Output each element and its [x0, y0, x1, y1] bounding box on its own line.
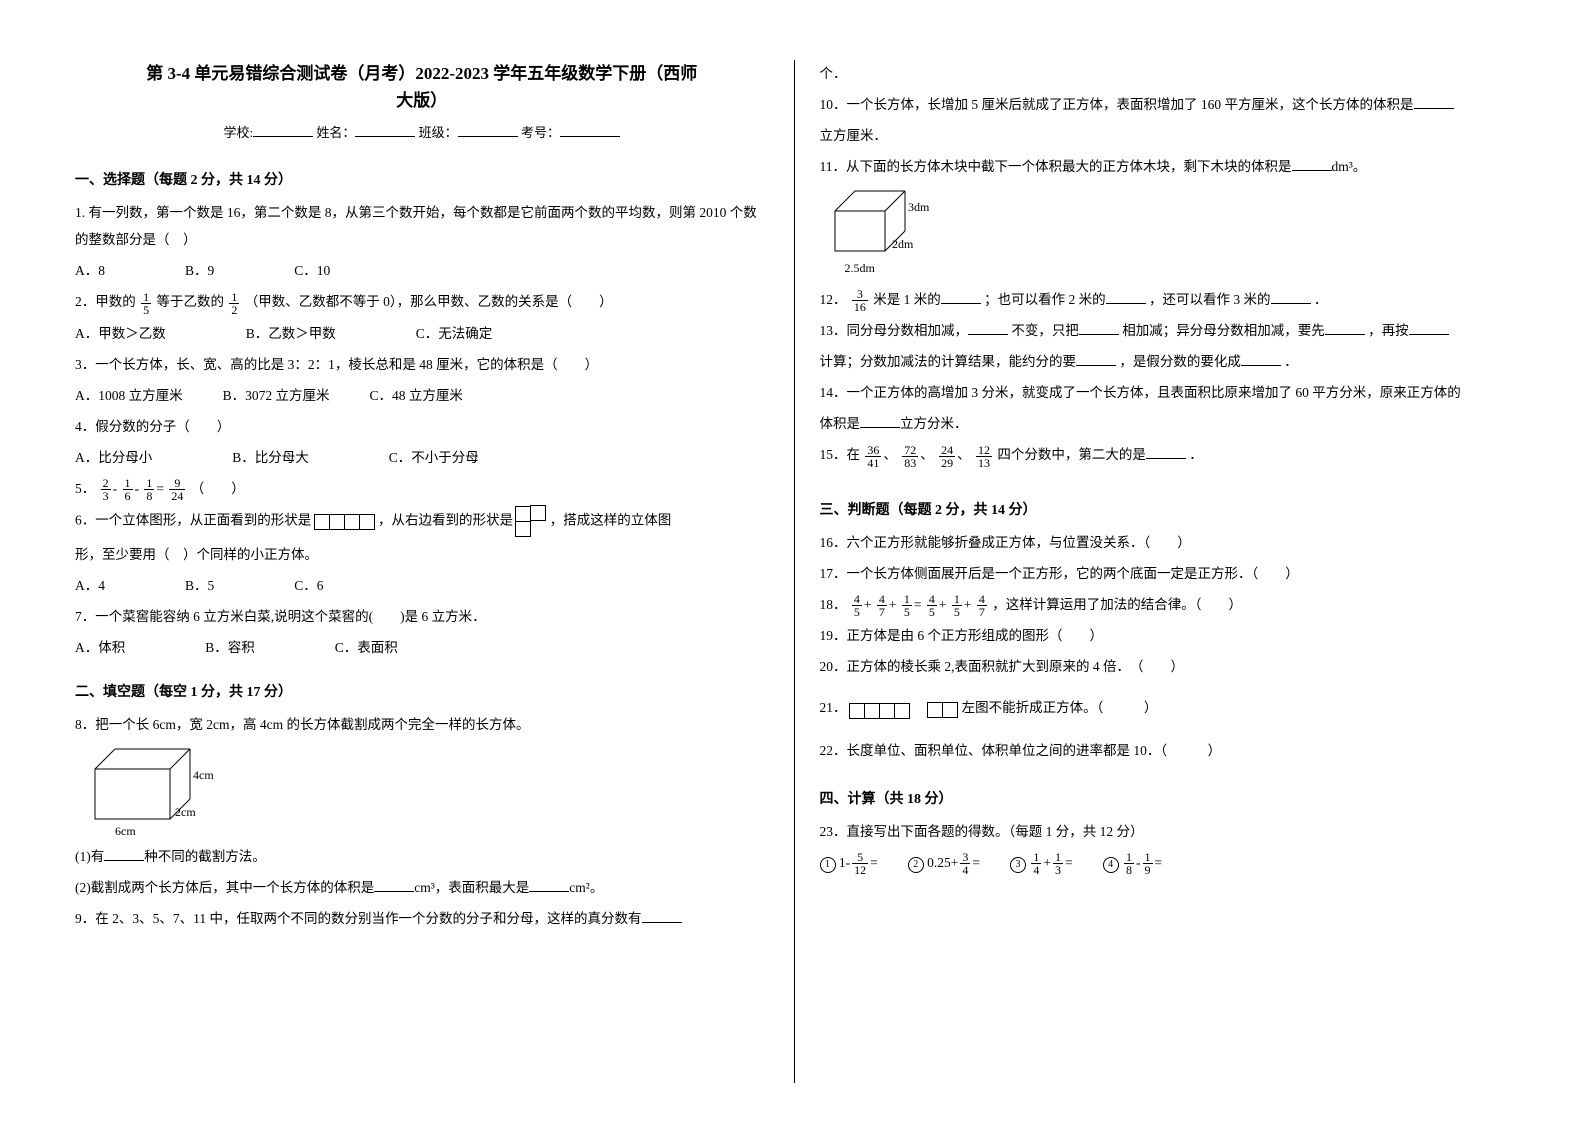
q18: 18． 45+ 47+ 15= 45+ 15+ 47 ，这样计算运用了加法的结合…: [820, 591, 1514, 618]
q22: 22．长度单位、面积单位、体积单位之间的进率都是 10．（ ）: [820, 737, 1514, 764]
q16: 16．六个正方形就能够折叠成正方体，与位置没关系．（ ）: [820, 529, 1514, 556]
q4-options: A．比分母小 B．比分母大 C．不小于分母: [75, 444, 769, 471]
svg-text:3dm: 3dm: [908, 200, 930, 214]
q7-options: A．体积 B．容积 C．表面积: [75, 634, 769, 661]
q23: 23．直接写出下面各题的得数。（每题 1 分，共 12 分）: [820, 818, 1514, 845]
q4: 4．假分数的分子（ ）: [75, 413, 769, 440]
q3-options: A．1008 立方厘米 B．3072 立方厘米 C．48 立方厘米: [75, 382, 769, 409]
q21: 21． 左图不能折成正方体。（ ）: [820, 694, 1514, 722]
q9: 9．在 2、3、5、7、11 中，任取两个不同的数分别当作一个分数的分子和分母，…: [75, 905, 769, 932]
q8-2: (2)截割成两个长方体后，其中一个长方体的体积是cm³，表面积最大是cm²。: [75, 874, 769, 901]
q1: 1. 有一列数，第一个数是 16，第二个数是 8，从第三个数开始，每个数都是它前…: [75, 199, 769, 253]
q9r: 个．: [820, 60, 1514, 87]
q5: 5． 23- 16- 18= 924 （ ）: [75, 475, 769, 502]
page-title: 第 3-4 单元易错综合测试卷（月考）2022-2023 学年五年级数学下册（西…: [75, 60, 769, 114]
q2-options: A．甲数＞乙数 B．乙数＞甲数 C．无法确定: [75, 320, 769, 347]
q1-options: A．8 B．9 C．10: [75, 257, 769, 284]
q3: 3．一个长方体，长、宽、高的比是 3：2：1，棱长总和是 48 厘米，它的体积是…: [75, 351, 769, 378]
q8: 8．把一个长 6cm，宽 2cm，高 4cm 的长方体截割成两个完全一样的长方体…: [75, 711, 769, 738]
q17: 17．一个长方体侧面展开后是一个正方形，它的两个底面一定是正方形．（ ）: [820, 560, 1514, 587]
section-2-header: 二、填空题（每空 1 分，共 17 分）: [75, 681, 769, 701]
label-4cm: 4cm: [193, 768, 214, 782]
q6: 6．一个立体图形，从正面看到的形状是 ，从右边看到的形状是 ，搭成这样的立体图: [75, 506, 769, 537]
q14: 14．一个正方体的高增加 3 分米，就变成了一个长方体，且表面积比原来增加了 6…: [820, 379, 1514, 406]
front-view-icon: [315, 514, 375, 530]
q8-1: (1)有种不同的截割方法。: [75, 843, 769, 870]
q6-options: A．4 B．5 C．6: [75, 572, 769, 599]
q13: 13．同分母分数相加减， 不变，只把 相加减；异分母分数相加减，要先 ，再按: [820, 317, 1514, 344]
section-4-header: 四、计算（共 18 分）: [820, 788, 1514, 808]
q20: 20．正方体的棱长乘 2,表面积就扩大到原来的 4 倍． （ ）: [820, 653, 1514, 680]
section-1-header: 一、选择题（每题 2 分，共 14 分）: [75, 169, 769, 189]
svg-text:2dm: 2dm: [892, 237, 914, 251]
q7: 7．一个菜窖能容纳 6 立方米白菜,说明这个菜窖的( )是 6 立方米．: [75, 603, 769, 630]
right-view-icon: [516, 506, 546, 537]
section-3-header: 三、判断题（每题 2 分，共 14 分）: [820, 499, 1514, 519]
q11: 11．从下面的长方体木块中截下一个体积最大的正方体木块，剩下木块的体积是dm³。: [820, 153, 1514, 180]
q23-row1: 1 1-512= 2 0.25+34= 3 14+13= 4 18-19=: [820, 849, 1514, 876]
q11-cuboid-icon: 3dm 2dm 2.5dm: [830, 186, 1514, 276]
q21-net-icon: [850, 696, 958, 723]
q10: 10．一个长方体，长增加 5 厘米后就成了正方体，表面积增加了 160 平方厘米…: [820, 91, 1514, 118]
label-2cm: 2cm: [175, 805, 196, 819]
q19: 19．正方体是由 6 个正方形组成的图形（ ）: [820, 622, 1514, 649]
info-line: 学校: 姓名： 班级： 考号：: [75, 122, 769, 141]
q15: 15．在 3641、 7283、 2429、 1213 四个分数中，第二大的是 …: [820, 441, 1514, 468]
q2: 2．甲数的 15 等于乙数的 12 （甲数、乙数都不等于 0），那么甲数、乙数的…: [75, 288, 769, 315]
q8-cuboid-icon: 4cm 2cm 6cm: [85, 744, 769, 839]
q12: 12． 316 米是 1 米的 ；也可以看作 2 米的 ，还可以看作 3 米的 …: [820, 286, 1514, 313]
